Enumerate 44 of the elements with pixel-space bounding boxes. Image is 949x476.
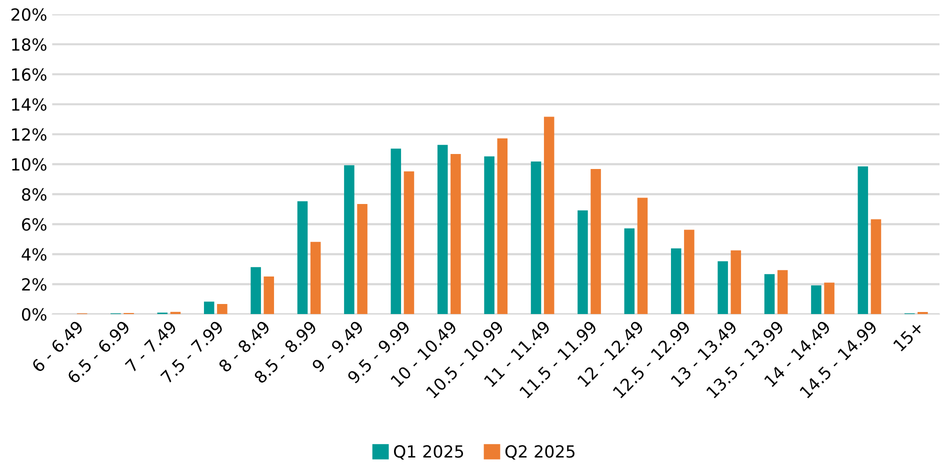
- y-tick-label: 6%: [22, 218, 46, 231]
- bar: [811, 285, 822, 314]
- y-tick-label: 8%: [22, 188, 46, 201]
- bar: [624, 228, 635, 314]
- legend-label: Q1 2025: [394, 445, 464, 460]
- bar: [297, 201, 308, 314]
- bar: [437, 144, 448, 314]
- bar: [484, 156, 494, 314]
- bar: [637, 198, 648, 314]
- bar: [730, 250, 742, 314]
- bar: [497, 138, 508, 314]
- bar: [204, 302, 214, 314]
- bar: [824, 282, 834, 314]
- x-tick-label: 15+: [892, 320, 924, 352]
- bar: [544, 116, 554, 314]
- bar: [858, 166, 868, 314]
- legend-label: Q2 2025: [505, 445, 574, 460]
- bar: [764, 274, 775, 314]
- bar: [390, 148, 402, 314]
- y-tick-label: 10%: [12, 158, 46, 171]
- y-tick-label: 12%: [12, 128, 46, 141]
- bar: [250, 267, 261, 314]
- bar: [590, 169, 601, 314]
- bar: [670, 248, 682, 314]
- bar: [870, 219, 882, 314]
- y-tick-label: 18%: [12, 38, 46, 51]
- y-tick-label: 14%: [12, 98, 46, 111]
- bar: [777, 270, 788, 314]
- bar: [217, 304, 228, 314]
- bar: [718, 261, 728, 314]
- bar: [357, 204, 368, 314]
- y-tick-label: 4%: [22, 248, 46, 261]
- bar: [310, 242, 321, 314]
- y-tick-label: 16%: [12, 68, 46, 81]
- bar: [344, 165, 354, 314]
- y-tick-label: 2%: [22, 278, 46, 291]
- y-tick-label: 20%: [12, 8, 46, 21]
- bar: [264, 276, 274, 314]
- y-tick-label: 0%: [22, 308, 46, 321]
- bar: [578, 210, 588, 314]
- bar: [530, 162, 542, 314]
- bar: [404, 171, 414, 314]
- bar: [450, 154, 461, 314]
- bar: [684, 230, 694, 314]
